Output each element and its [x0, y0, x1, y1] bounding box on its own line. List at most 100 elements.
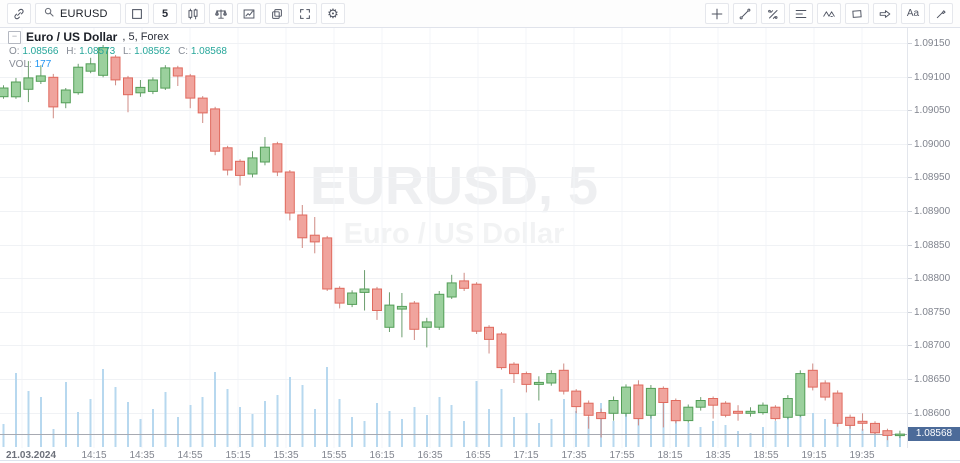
price-axis-tick [908, 110, 912, 111]
indicators-icon [242, 7, 256, 21]
crosshair-plus-icon [710, 7, 724, 21]
time-axis-label: 14:55 [177, 450, 203, 461]
legend-interval-market: , 5, Forex [122, 31, 169, 43]
layout-icon [270, 7, 284, 21]
price-axis-label: 1.08850 [914, 239, 951, 251]
layout-button[interactable] [265, 3, 289, 24]
price-axis-label: 1.08950 [914, 172, 951, 184]
time-axis-label: 16:55 [465, 450, 491, 461]
price-axis-label: 1.08700 [914, 340, 951, 352]
candlestick-chart-pane[interactable]: EURUSD, 5 Euro / US Dollar − Euro / US D… [0, 28, 960, 448]
pitchfork-button[interactable] [761, 3, 785, 24]
price-axis-tick [908, 278, 912, 279]
shape-rectangle-icon [850, 7, 864, 21]
link-button[interactable] [7, 3, 31, 24]
price-axis-tick [908, 345, 912, 346]
ohlc-open-label: O: [9, 46, 20, 57]
ohlc-close-label: C: [178, 46, 189, 57]
price-axis[interactable]: 1.08568 1.09150 1.09100 1.09050 1.09000 1.08… [907, 28, 960, 448]
compare-button[interactable] [209, 3, 233, 24]
price-axis-tick [908, 413, 912, 414]
chart-style-button[interactable] [125, 3, 149, 24]
price-axis-label: 1.08800 [914, 273, 951, 285]
toolbar-left-group: EURUSD 5 [7, 3, 345, 24]
time-axis[interactable]: 21.03.2024 14:15 14:35 14:55 15:15 15:35 15:5… [0, 448, 960, 463]
time-axis-label: 15:15 [225, 450, 251, 461]
chart-canvas[interactable] [0, 28, 960, 448]
time-axis-label: 19:15 [801, 450, 827, 461]
interval-button[interactable]: 5 [153, 3, 177, 24]
compare-scales-icon [214, 7, 228, 21]
arrow-tool-icon [878, 7, 892, 21]
trend-line-icon [738, 7, 752, 21]
ohlc-low-value: 1.08562 [134, 46, 171, 57]
text-tool-button[interactable]: Aa [901, 3, 925, 24]
arrow-tool-button[interactable] [873, 3, 897, 24]
price-axis-label: 1.08900 [914, 206, 951, 217]
brush-icon [934, 7, 948, 21]
price-axis-label: 1.09000 [914, 138, 951, 150]
pattern-wave-icon [822, 7, 836, 21]
price-axis-label: 1.09050 [914, 105, 951, 117]
fullscreen-icon [298, 7, 312, 21]
price-axis-tick [908, 144, 912, 145]
indicators-button[interactable] [237, 3, 261, 24]
time-axis-label: 18:35 [705, 450, 731, 461]
time-axis-label: 14:35 [129, 450, 155, 461]
price-axis-label: 1.09150 [914, 38, 951, 49]
candles-style-icon [186, 7, 200, 21]
time-axis-label: 16:15 [369, 450, 395, 461]
time-axis-label: 17:15 [513, 450, 539, 461]
trend-line-button[interactable] [733, 3, 757, 24]
price-axis-tick [908, 312, 912, 313]
volume-value: 177 [34, 59, 52, 70]
legend-collapse-button[interactable]: − [8, 31, 21, 44]
settings-button[interactable]: ⚙ [321, 3, 345, 24]
top-toolbar: EURUSD 5 [0, 0, 960, 28]
time-axis-label: 14:15 [81, 450, 107, 461]
price-axis-label: 1.09100 [914, 71, 951, 83]
ohlc-high-label: H: [66, 46, 77, 57]
date-label: 21.03.2024 [6, 450, 57, 461]
time-axis-label: 17:35 [561, 450, 587, 461]
price-axis-tick [908, 379, 912, 380]
fib-retracement-button[interactable] [789, 3, 813, 24]
time-axis-label: 17:55 [609, 450, 635, 461]
legend-ohlc-row: O: 1.08566 H: 1.08573 L: 1.08562 C: 1.08… [8, 46, 232, 57]
ohlc-low-label: L: [123, 46, 132, 57]
price-axis-tick [908, 245, 912, 246]
price-axis-tick [908, 77, 912, 78]
toolbar-right-group: Aa [705, 3, 953, 24]
last-price-badge: 1.08568 [908, 427, 960, 442]
pattern-tool-button[interactable] [817, 3, 841, 24]
time-axis-label: 15:55 [321, 450, 347, 461]
symbol-search-input[interactable]: EURUSD [35, 3, 121, 24]
link-icon [12, 7, 26, 21]
ohlc-close-value: 1.08568 [190, 46, 227, 57]
axis-separator-line [0, 460, 960, 461]
fib-lines-icon [794, 7, 808, 21]
candles [0, 45, 905, 441]
ohlc-open-value: 1.08566 [22, 46, 59, 57]
brush-tool-button[interactable] [929, 3, 953, 24]
price-axis-tick [908, 177, 912, 178]
price-axis-label: 1.08650 [914, 374, 951, 385]
symbol-search-value: EURUSD [60, 7, 108, 20]
ohlc-high-value: 1.08573 [79, 46, 116, 57]
time-axis-label: 19:35 [849, 450, 875, 461]
price-axis-tick [908, 211, 912, 212]
time-axis-label: 18:55 [753, 450, 779, 461]
fullscreen-button[interactable] [293, 3, 317, 24]
legend-symbol-title: Euro / US Dollar [26, 30, 118, 44]
crosshair-add-button[interactable] [705, 3, 729, 24]
shapes-button[interactable] [845, 3, 869, 24]
time-axis-label: 18:15 [657, 450, 683, 461]
time-axis-label: 15:35 [273, 450, 299, 461]
time-axis-label: 16:35 [417, 450, 443, 461]
volume-label: VOL: [9, 59, 32, 70]
legend-volume-row: VOL: 177 [8, 59, 232, 70]
candle-type-button[interactable] [181, 3, 205, 24]
pitchfork-icon [766, 7, 780, 21]
price-axis-tick [908, 43, 912, 44]
